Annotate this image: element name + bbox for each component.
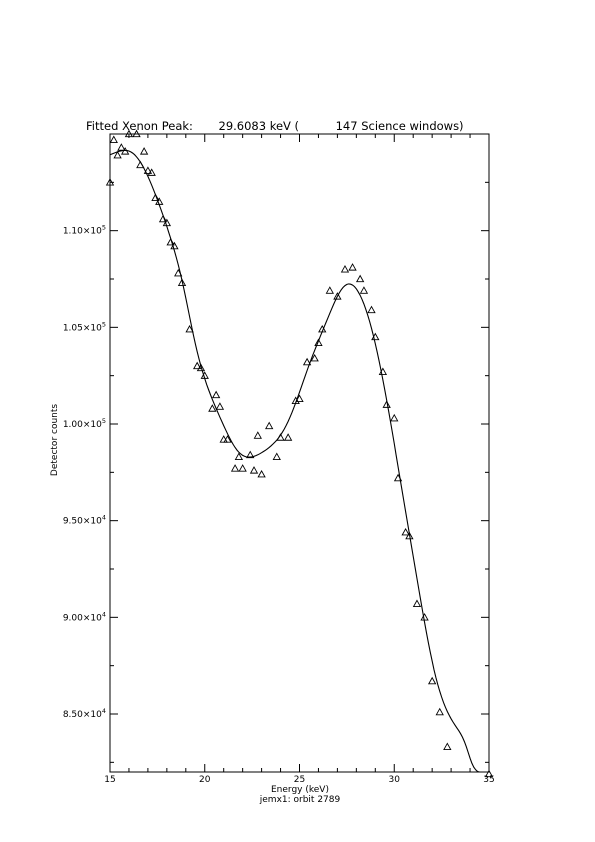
data-point [162,218,172,227]
data-point [230,464,240,472]
data-point [208,404,217,412]
data-point [143,166,153,174]
data-point [427,676,437,685]
data-point [246,450,255,459]
data-point [401,527,410,536]
data-point [177,278,187,287]
data-point [234,452,244,461]
data-point [109,135,118,143]
data-point [359,286,369,294]
data-points [105,129,494,778]
x-tick-label: 30 [389,775,401,785]
y-tick-label: 1.05×105 [63,320,106,333]
data-point [283,433,293,441]
data-point [318,324,327,333]
data-point [117,143,126,151]
data-point [265,421,274,430]
x-tick-label: 20 [199,775,211,785]
data-point [314,338,323,346]
chart-footer: jemx1: orbit 2789 [259,795,341,805]
data-point [484,769,494,778]
axis-ticks [109,133,490,772]
data-point [310,353,319,362]
data-point [393,473,403,482]
y-tick-label: 1.00×105 [63,417,106,430]
data-point [120,147,130,155]
data-point [340,265,350,273]
y-axis-label: Detector counts [50,404,60,476]
data-point [371,332,380,341]
data-point [136,160,145,169]
data-point [291,396,300,404]
data-point [333,292,342,300]
data-point [249,466,259,474]
data-point [382,400,391,408]
data-point [295,394,304,403]
data-point [272,452,281,461]
y-tick-labels: 8.50×104 9.00×104 9.50×104 1.00×105 1.05×105… [63,224,106,720]
data-point [211,390,221,399]
data-point [253,431,262,439]
data-point [174,268,183,277]
data-point [302,357,312,366]
data-point [193,361,202,370]
fit-curve-layer [109,149,482,773]
data-point [113,150,122,159]
data-point [443,742,452,751]
data-point [158,214,168,223]
data-point [170,241,179,250]
x-tick-label: 35 [483,775,494,785]
plot-frame [109,133,490,773]
x-tick-label: 15 [104,775,115,785]
fit-curve [109,149,482,773]
x-axis-label: Energy (keV) [271,785,329,795]
data-point [139,147,149,155]
data-point [367,305,376,314]
data-point [325,286,334,294]
data-point [348,263,357,271]
data-point [405,531,414,540]
data-point [200,371,209,379]
data-point [223,435,232,443]
data-point [215,402,225,410]
y-tick-label: 9.50×104 [63,514,106,527]
data-point [390,413,399,422]
y-tick-label: 9.00×104 [63,610,106,623]
data-point [147,168,156,176]
data-point [412,599,422,607]
data-point [155,197,164,205]
data-point [238,464,247,472]
data-point [185,324,194,333]
x-tick-label: 25 [294,775,305,785]
data-point [257,469,266,478]
data-point [276,433,285,441]
x-tick-labels: 15 20 25 30 35 [104,775,494,785]
data-point [355,274,365,283]
data-point [166,237,175,246]
data-point [420,613,429,621]
data-point [151,193,160,201]
y-tick-label: 8.50×104 [63,707,106,720]
chart-title: Fitted Xenon Peak: 29.6083 keV ( 147 Sci… [86,119,464,133]
data-point [378,367,388,375]
y-tick-label: 1.10×105 [63,224,106,237]
data-point [196,363,206,372]
data-point [435,707,444,716]
